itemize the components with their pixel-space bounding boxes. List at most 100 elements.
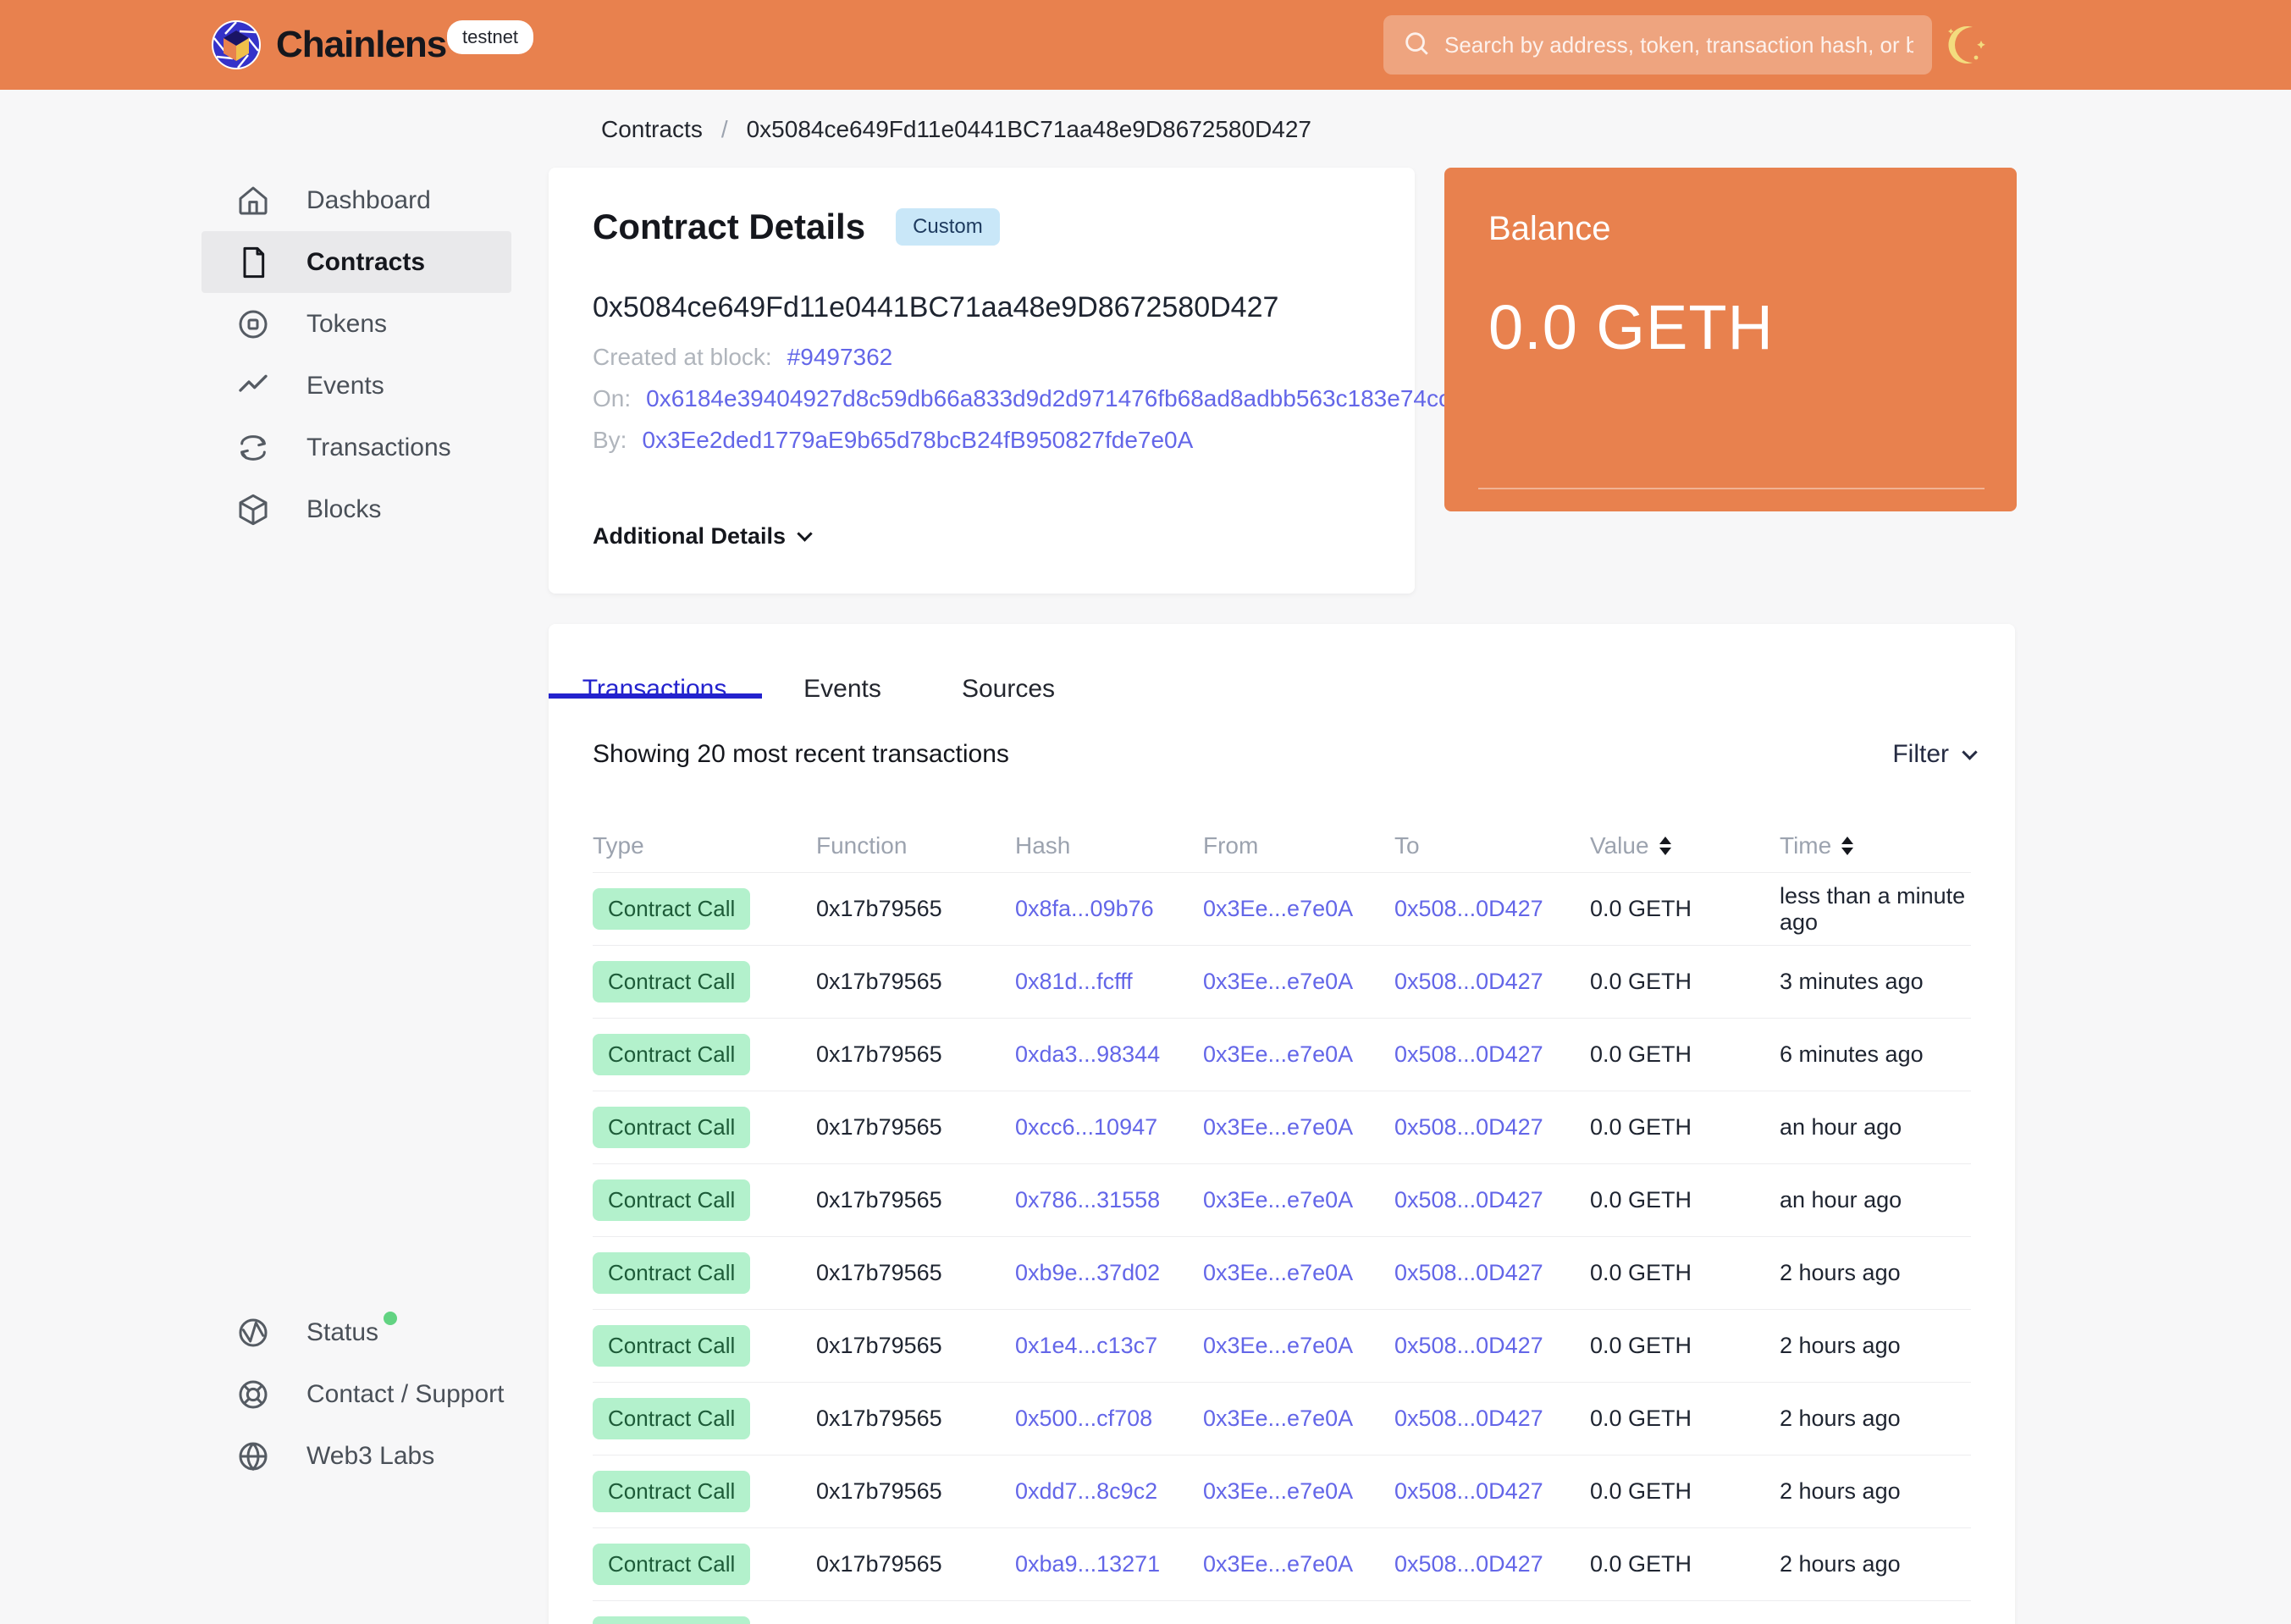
creation-tx-hash-link[interactable]: 0x6184e39404927d8c59db66a833d9d2d971476f… <box>646 385 1504 412</box>
sidebar-item-contact-support[interactable]: Contact / Support <box>201 1363 511 1425</box>
status-ok-dot <box>384 1311 398 1325</box>
search-bar[interactable] <box>1383 15 1932 75</box>
to-address-link[interactable]: 0x508...0D427 <box>1394 896 1543 921</box>
type-badge: Contract Call <box>593 1252 751 1294</box>
hash-link[interactable]: 0xda3...98344 <box>1015 1041 1161 1067</box>
contract-address: 0x5084ce649Fd11e0441BC71aa48e9D8672580D4… <box>593 291 1279 323</box>
chainlens-logo-icon[interactable] <box>212 20 261 69</box>
from-address-link[interactable]: 0x3Ee...e7e0A <box>1203 969 1354 994</box>
to-address-link[interactable]: 0x508...0D427 <box>1394 1114 1543 1140</box>
table-row: Contract Call 0x17b79565 0x1e4...c13c7 0x3E… <box>593 1310 1971 1383</box>
contract-details-card: Contract Details Custom 0x5084ce649Fd11e… <box>549 168 1503 594</box>
creator-address-link[interactable]: 0x3Ee2ded1779aE9b65d78bcB24fB950827fde7e… <box>642 427 1194 453</box>
time-cell: 2 hours ago <box>1780 1478 1901 1504</box>
activity-icon <box>235 1315 271 1351</box>
from-address-link[interactable]: 0x3Ee...e7e0A <box>1203 1551 1354 1577</box>
transactions-table-body: Contract Call 0x17b79565 0x8fa...09b76 0x3E… <box>593 873 1971 1624</box>
hash-link[interactable]: 0xcc6...10947 <box>1015 1114 1158 1140</box>
additional-details-toggle[interactable]: Additional Details <box>593 523 813 550</box>
function-cell: 0x17b79565 <box>816 1260 942 1285</box>
cube-icon <box>235 492 271 528</box>
dark-mode-toggle[interactable] <box>1944 22 1990 68</box>
hash-link[interactable]: 0xdd7...8c9c2 <box>1015 1478 1158 1504</box>
from-address-link[interactable]: 0x3Ee...e7e0A <box>1203 1333 1354 1358</box>
type-badge: Contract Call <box>593 1544 751 1585</box>
repeat-icon <box>235 430 271 466</box>
sort-icon[interactable] <box>1659 836 1671 855</box>
sidebar-item-events[interactable]: Events <box>201 355 511 417</box>
type-badge: Contract Call <box>593 888 751 930</box>
function-cell: 0x17b79565 <box>816 896 942 921</box>
sidebar-item-label: Contact / Support <box>306 1379 505 1408</box>
breadcrumb-contracts-link[interactable]: Contracts <box>601 116 703 142</box>
breadcrumb-separator: / <box>720 116 728 142</box>
tab-transactions[interactable]: Transactions <box>582 675 727 703</box>
search-input[interactable] <box>1444 31 1913 58</box>
on-label: On: <box>593 385 632 412</box>
sidebar-item-status[interactable]: Status <box>201 1301 511 1363</box>
table-row: Contract Call 0x17b79565 0x81d...fcfff 0x3E… <box>593 946 1971 1019</box>
value-cell: 0.0 GETH <box>1590 1260 1692 1285</box>
balance-card: Balance 0.0 GETH <box>1444 168 2017 511</box>
sidebar-item-label: Status <box>306 1311 398 1347</box>
type-badge: Contract Call <box>593 1471 751 1512</box>
table-row: Contract Call 0x17b79565 0xcc6...10947 0x3E… <box>593 1091 1971 1164</box>
from-address-link[interactable]: 0x3Ee...e7e0A <box>1203 1187 1354 1212</box>
from-address-link[interactable]: 0x3Ee...e7e0A <box>1203 1114 1354 1140</box>
function-cell: 0x17b79565 <box>816 1041 942 1067</box>
to-address-link[interactable]: 0x508...0D427 <box>1394 969 1543 994</box>
hash-link[interactable]: 0x1e4...c13c7 <box>1015 1333 1158 1358</box>
hash-link[interactable]: 0x500...cf708 <box>1015 1406 1153 1431</box>
from-address-link[interactable]: 0x3Ee...e7e0A <box>1203 1478 1354 1504</box>
sidebar-item-contracts[interactable]: Contracts <box>201 231 511 293</box>
to-address-link[interactable]: 0x508...0D427 <box>1394 1406 1543 1431</box>
to-address-link[interactable]: 0x508...0D427 <box>1394 1260 1543 1285</box>
time-cell: 2 hours ago <box>1780 1551 1901 1577</box>
table-row: Contract Call 0x17b79565 0x8fa...09b76 0x3E… <box>593 873 1971 946</box>
to-address-link[interactable]: 0x508...0D427 <box>1394 1551 1543 1577</box>
time-cell: an hour ago <box>1780 1114 1902 1140</box>
breadcrumb: Contracts / 0x5084ce649Fd11e0441BC71aa48… <box>601 116 1311 143</box>
table-row: Contract Call 0x17b79565 0xba9...13271 0x3E… <box>593 1528 1971 1601</box>
sort-icon[interactable] <box>1841 836 1854 855</box>
value-cell: 0.0 GETH <box>1590 1551 1692 1577</box>
from-address-link[interactable]: 0x3Ee...e7e0A <box>1203 1260 1354 1285</box>
sidebar-item-dashboard[interactable]: Dashboard <box>201 169 511 231</box>
to-address-link[interactable]: 0x508...0D427 <box>1394 1041 1543 1067</box>
lifebuoy-icon <box>235 1377 271 1412</box>
transactions-card: Transactions Events Sources Showing 20 m… <box>549 624 2015 1624</box>
hash-link[interactable]: 0xba9...13271 <box>1015 1551 1161 1577</box>
tab-sources[interactable]: Sources <box>961 675 1056 703</box>
value-cell: 0.0 GETH <box>1590 969 1692 994</box>
hash-link[interactable]: 0x786...31558 <box>1015 1187 1161 1212</box>
to-address-link[interactable]: 0x508...0D427 <box>1394 1478 1543 1504</box>
hash-link[interactable]: 0x8fa...09b76 <box>1015 896 1154 921</box>
to-address-link[interactable]: 0x508...0D427 <box>1394 1333 1543 1358</box>
moon-icon <box>1944 26 1990 70</box>
sidebar-item-blocks[interactable]: Blocks <box>201 478 511 540</box>
from-address-link[interactable]: 0x3Ee...e7e0A <box>1203 1406 1354 1431</box>
table-row: Contract Call 0x17b79565 0xdd7...8c9c2 0x3E… <box>593 1456 1971 1528</box>
sidebar-item-tokens[interactable]: Tokens <box>201 293 511 355</box>
sidebar-item-label: Events <box>306 371 384 400</box>
sidebar-item-web3-labs[interactable]: Web3 Labs <box>201 1425 511 1487</box>
by-label: By: <box>593 427 627 453</box>
sidebar-item-transactions[interactable]: Transactions <box>201 417 511 478</box>
to-address-link[interactable]: 0x508...0D427 <box>1394 1187 1543 1212</box>
table-row: Contract Call <box>593 1601 1971 1624</box>
sidebar-item-label: Tokens <box>306 309 388 338</box>
column-header-time[interactable]: Time <box>1780 832 1971 859</box>
column-header-type: Type <box>593 831 644 859</box>
type-badge: Contract Call <box>593 1616 751 1624</box>
from-address-link[interactable]: 0x3Ee...e7e0A <box>1203 896 1354 921</box>
filter-button[interactable]: Filter <box>1892 740 1978 769</box>
hash-link[interactable]: 0xb9e...37d02 <box>1015 1260 1161 1285</box>
column-header-value[interactable]: Value <box>1590 832 1780 859</box>
from-address-link[interactable]: 0x3Ee...e7e0A <box>1203 1041 1354 1067</box>
created-block-link[interactable]: #9497362 <box>787 344 893 370</box>
brand-title[interactable]: Chainlens <box>276 24 447 65</box>
table-row: Contract Call 0x17b79565 0xda3...98344 0x3E… <box>593 1019 1971 1091</box>
value-cell: 0.0 GETH <box>1590 896 1692 921</box>
hash-link[interactable]: 0x81d...fcfff <box>1015 969 1133 994</box>
tab-events[interactable]: Events <box>803 675 881 703</box>
